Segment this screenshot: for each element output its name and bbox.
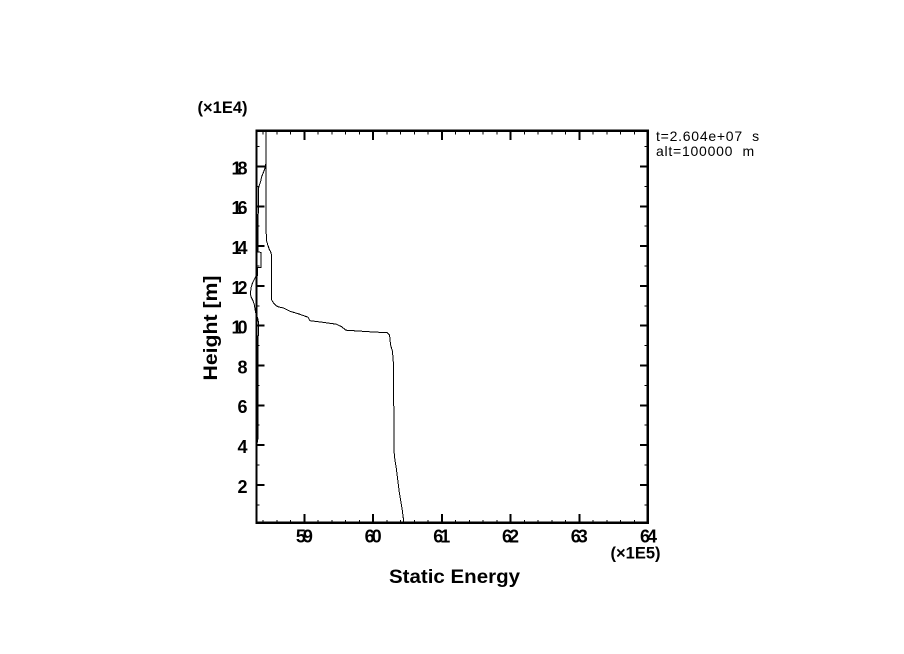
svg-text:62: 62: [502, 526, 519, 546]
svg-text:59: 59: [296, 526, 313, 546]
svg-text:64: 64: [640, 526, 657, 546]
svg-text:Static Energy: Static Energy: [389, 567, 520, 588]
svg-text:14: 14: [232, 238, 248, 258]
svg-text:63: 63: [571, 526, 588, 546]
svg-text:60: 60: [365, 526, 382, 546]
svg-text:Height [m]: Height [m]: [201, 276, 222, 381]
svg-text:16: 16: [232, 198, 248, 218]
svg-text:61: 61: [433, 526, 450, 546]
svg-text:(×1E4): (×1E4): [198, 98, 248, 117]
svg-text:10: 10: [232, 318, 248, 338]
svg-text:(×1E5): (×1E5): [611, 544, 661, 563]
svg-text:6: 6: [237, 397, 247, 417]
svg-text:4: 4: [237, 437, 247, 457]
svg-text:2: 2: [237, 477, 247, 497]
svg-text:18: 18: [232, 158, 248, 178]
svg-text:12: 12: [232, 278, 248, 298]
svg-text:alt=100000 m: alt=100000 m: [656, 143, 755, 159]
svg-text:t=2.604e+07 s: t=2.604e+07 s: [656, 128, 760, 144]
svg-text:8: 8: [237, 357, 247, 377]
